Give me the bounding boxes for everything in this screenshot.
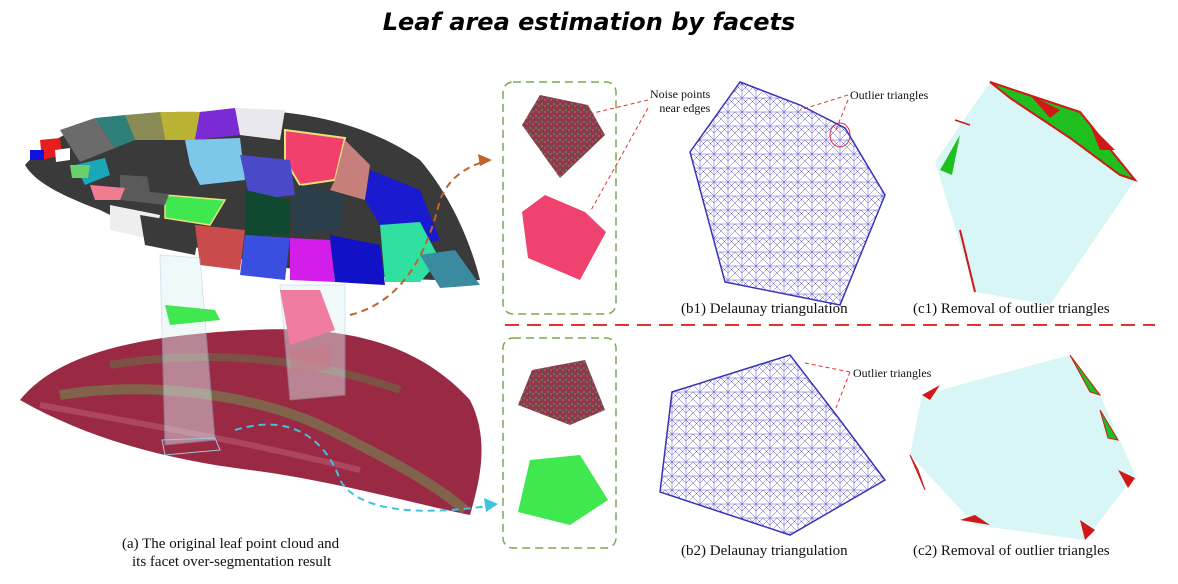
caption-a-line1: (a) The original leaf point cloud and [122,536,340,552]
filtered-area-bottom [910,355,1135,540]
caption-a-line2: its facet over-segmentation result [132,554,332,570]
noise-points-line2: near edges [659,101,711,115]
figure-title: Leaf area estimation by facets [382,8,796,36]
outlier-triangles-label-bottom: Outlier triangles [853,366,932,380]
facet-oversegmentation [25,108,480,288]
delaunay-mesh-bottom [659,354,887,536]
outlier-triangles-bottom [909,354,1135,540]
segmented-facet-bottom [518,455,608,525]
caption-b2: (b2) Delaunay triangulation [681,543,848,559]
outlier-leader-lines-bottom [804,362,851,409]
noise-points-label: Noise points near edges [650,87,710,115]
top-facet-box [502,81,617,315]
segmented-facet-top [522,195,606,280]
noisy-facet-top [522,95,605,178]
outlier-triangles-top [989,81,1138,183]
arrow-head-top [478,154,492,166]
noisy-facet-bottom [518,360,605,425]
original-leaf-point-cloud [20,329,482,515]
delaunay-mesh-top [689,81,886,306]
caption-c2: (c2) Removal of outlier triangles [913,543,1110,559]
outlier-triangles-label-top: Outlier triangles [850,88,929,102]
projection-prisms [159,254,346,456]
arrow-to-top-panel [349,159,491,316]
caption-c1: (c1) Removal of outlier triangles [913,301,1110,317]
noise-leader-lines [584,99,649,213]
arrow-to-bottom-panel [234,423,496,512]
noise-points-line1: Noise points [650,87,711,101]
bottom-facet-box [502,337,617,549]
arrow-head-bottom [484,498,498,512]
caption-b1: (b1) Delaunay triangulation [681,301,848,317]
